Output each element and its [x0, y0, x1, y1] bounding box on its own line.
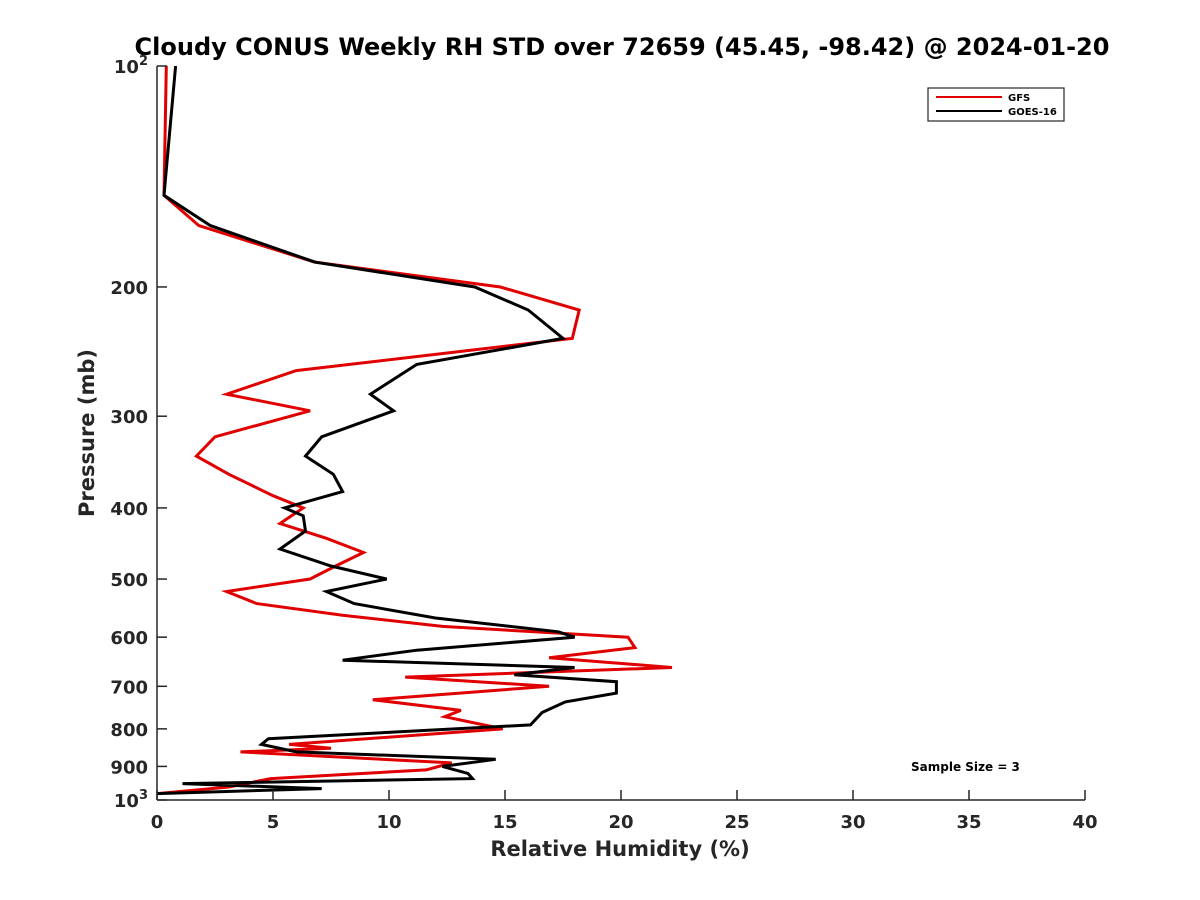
x-tick-label: 20 [608, 812, 633, 833]
y-tick-label: 900 [110, 757, 148, 778]
y-axis-ticks: 102 200 300 400 500 600 700 800 900 103 [110, 54, 167, 812]
y-tick-label: 200 [110, 278, 148, 299]
x-tick-label: 0 [151, 812, 164, 833]
series-line-gfs [157, 66, 673, 796]
legend-box [927, 87, 1065, 122]
legend-label-gfs: GFS [1008, 93, 1030, 104]
y-tick-label: 600 [110, 628, 148, 649]
chart-title: Cloudy CONUS Weekly RH STD over 72659 (4… [135, 33, 1110, 61]
y-tick-label: 103 [114, 788, 148, 812]
x-axis-ticks: 0 5 10 15 20 25 30 35 40 [151, 790, 1098, 833]
y-tick-label: 800 [110, 720, 148, 741]
x-axis-label: Relative Humidity (%) [490, 837, 749, 861]
sample-size-annotation: Sample Size = 3 [911, 760, 1020, 774]
series-line-goes16 [157, 66, 618, 796]
legend: GFS GOES-16 [927, 87, 1065, 122]
x-tick-label: 35 [956, 812, 981, 833]
y-tick-label: 102 [114, 54, 148, 78]
legend-label-goes16: GOES-16 [1008, 107, 1057, 118]
y-tick-label: 700 [110, 677, 148, 698]
y-axis-label: Pressure (mb) [75, 349, 99, 517]
y-tick-label: 500 [110, 570, 148, 591]
series-layer [157, 66, 673, 796]
x-tick-label: 25 [724, 812, 749, 833]
x-tick-label: 5 [267, 812, 280, 833]
x-tick-label: 15 [492, 812, 517, 833]
y-tick-label: 300 [110, 407, 148, 428]
x-tick-label: 10 [376, 812, 401, 833]
x-tick-label: 30 [840, 812, 865, 833]
x-tick-label: 40 [1072, 812, 1097, 833]
y-tick-label: 400 [110, 499, 148, 520]
